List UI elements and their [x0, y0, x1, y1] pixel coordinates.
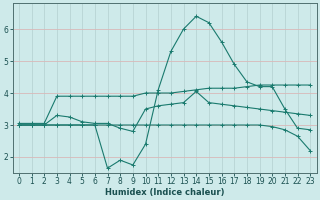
- X-axis label: Humidex (Indice chaleur): Humidex (Indice chaleur): [105, 188, 224, 197]
